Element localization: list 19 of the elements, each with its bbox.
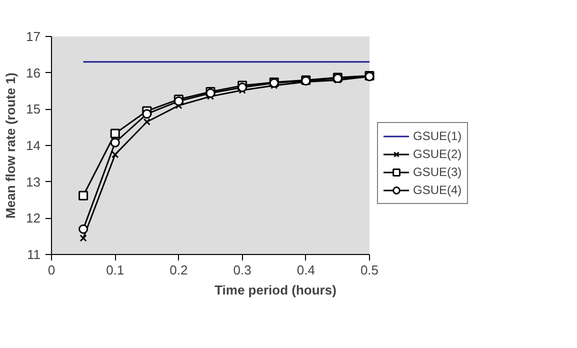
- y-tick-label: 12: [26, 210, 41, 226]
- x-axis-title: Time period (hours): [214, 282, 336, 298]
- x-tick-label: 0.1: [106, 262, 124, 278]
- y-tick-label: 11: [27, 247, 41, 262]
- y-axis-title: Mean flow rate (route 1): [3, 72, 18, 218]
- y-tick-label: 13: [26, 174, 41, 190]
- x-tick-label: 0.5: [360, 262, 379, 278]
- x-tick-label: 0.3: [233, 262, 252, 278]
- y-tick-label: 17: [26, 29, 41, 44]
- legend-label: GSUE(3): [413, 164, 462, 180]
- x-tick-label: 0.4: [296, 262, 315, 278]
- y-tick-label: 15: [26, 102, 41, 117]
- legend-label: GSUE(4): [413, 182, 462, 198]
- y-tick-label: 16: [26, 65, 41, 80]
- y-tick-label: 14: [26, 138, 41, 153]
- x-tick-label: 0.2: [170, 262, 188, 278]
- legend-label: GSUE(1): [413, 128, 462, 144]
- legend-label: GSUE(2): [413, 146, 462, 162]
- x-tick-label: 0: [48, 262, 56, 278]
